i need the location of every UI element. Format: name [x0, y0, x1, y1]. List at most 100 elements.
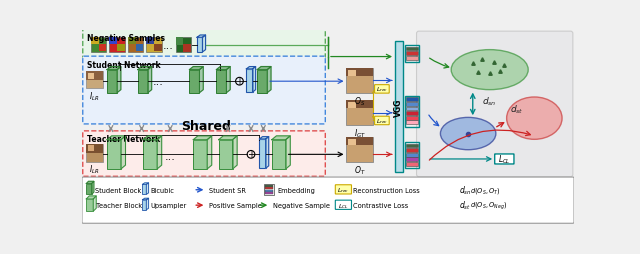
Bar	[88, 73, 94, 80]
Text: $d_{st}$: $d_{st}$	[459, 199, 471, 212]
Text: $L_{rec}$: $L_{rec}$	[376, 85, 388, 94]
Bar	[346, 69, 372, 93]
Text: $I_{GT}$: $I_{GT}$	[353, 127, 365, 139]
Bar	[147, 38, 162, 53]
Bar	[348, 70, 356, 76]
Polygon shape	[259, 137, 269, 139]
Polygon shape	[86, 196, 96, 199]
Bar	[154, 45, 162, 52]
Text: Student Network: Student Network	[87, 61, 161, 70]
Bar	[136, 45, 143, 52]
Polygon shape	[253, 67, 255, 93]
Polygon shape	[266, 137, 269, 169]
Polygon shape	[107, 67, 121, 70]
Bar	[107, 70, 117, 93]
Bar	[86, 184, 92, 195]
Polygon shape	[147, 198, 148, 210]
Bar	[406, 112, 418, 116]
Polygon shape	[93, 196, 96, 212]
Bar	[265, 185, 273, 187]
Bar	[246, 70, 253, 93]
Bar	[259, 139, 266, 169]
Bar	[128, 38, 136, 45]
Bar	[107, 140, 121, 169]
FancyBboxPatch shape	[83, 131, 325, 177]
Bar	[143, 200, 147, 210]
Bar	[406, 149, 418, 152]
Text: $d_{sn}$: $d_{sn}$	[459, 184, 472, 196]
FancyArrowPatch shape	[429, 59, 449, 69]
Bar	[346, 138, 372, 162]
Text: $d(O_S, O_{Neg})$: $d(O_S, O_{Neg})$	[470, 200, 508, 211]
Polygon shape	[148, 67, 152, 93]
Bar	[346, 138, 372, 146]
Bar	[406, 158, 418, 162]
Text: Teacher Block: Teacher Block	[96, 202, 142, 208]
Polygon shape	[121, 136, 125, 169]
Bar	[86, 144, 103, 162]
FancyBboxPatch shape	[82, 177, 574, 223]
Text: $I_{LR}$: $I_{LR}$	[90, 163, 100, 176]
Bar	[175, 38, 183, 46]
Text: $d_{st}$: $d_{st}$	[511, 104, 524, 116]
Polygon shape	[143, 136, 162, 140]
Text: VGG: VGG	[394, 98, 403, 116]
Polygon shape	[92, 182, 94, 195]
Bar	[406, 121, 418, 125]
Bar	[219, 140, 232, 169]
FancyBboxPatch shape	[335, 185, 351, 194]
Text: ...: ...	[153, 77, 164, 87]
Text: Student SR: Student SR	[209, 187, 246, 193]
Bar	[265, 192, 273, 194]
Bar	[272, 140, 285, 169]
Bar	[143, 185, 147, 195]
Text: $I_{LR}$: $I_{LR}$	[90, 90, 100, 103]
Bar	[128, 38, 143, 53]
Text: ...: ...	[163, 41, 174, 51]
Polygon shape	[232, 136, 237, 169]
Polygon shape	[202, 36, 205, 53]
Text: $L_{CL}$: $L_{CL}$	[338, 201, 349, 210]
Text: +: +	[247, 150, 255, 160]
Bar	[346, 101, 372, 109]
Polygon shape	[117, 67, 121, 93]
Bar	[91, 38, 106, 53]
Bar	[86, 199, 93, 212]
Bar	[138, 70, 148, 93]
Bar	[117, 45, 125, 52]
Bar	[147, 38, 154, 45]
Bar	[189, 70, 200, 93]
Text: Teacher Network: Teacher Network	[87, 135, 160, 144]
FancyBboxPatch shape	[335, 200, 351, 210]
Bar	[406, 144, 418, 148]
Text: $L_{CL}$: $L_{CL}$	[498, 153, 511, 166]
Bar	[346, 69, 372, 76]
Polygon shape	[189, 67, 204, 70]
Bar	[183, 45, 191, 53]
Text: Bicubic: Bicubic	[150, 187, 174, 193]
Text: Negative Sample: Negative Sample	[273, 202, 330, 208]
Polygon shape	[147, 183, 148, 195]
Bar	[405, 142, 419, 169]
Ellipse shape	[507, 98, 562, 140]
Polygon shape	[219, 136, 237, 140]
FancyBboxPatch shape	[83, 57, 325, 124]
Polygon shape	[216, 67, 230, 70]
Polygon shape	[267, 67, 271, 93]
Bar	[406, 162, 418, 166]
Bar	[99, 45, 106, 52]
Bar	[406, 103, 418, 106]
Bar	[257, 70, 267, 93]
Text: ...: ...	[164, 151, 175, 161]
Polygon shape	[227, 67, 230, 93]
Bar	[86, 72, 103, 89]
Bar	[91, 38, 99, 45]
Bar	[406, 52, 418, 56]
Bar	[197, 38, 202, 53]
Text: Contrastive Loss: Contrastive Loss	[353, 202, 409, 208]
Bar	[406, 47, 418, 51]
Bar	[406, 116, 418, 120]
Bar	[406, 57, 418, 60]
Bar	[109, 38, 117, 45]
Polygon shape	[138, 67, 152, 70]
